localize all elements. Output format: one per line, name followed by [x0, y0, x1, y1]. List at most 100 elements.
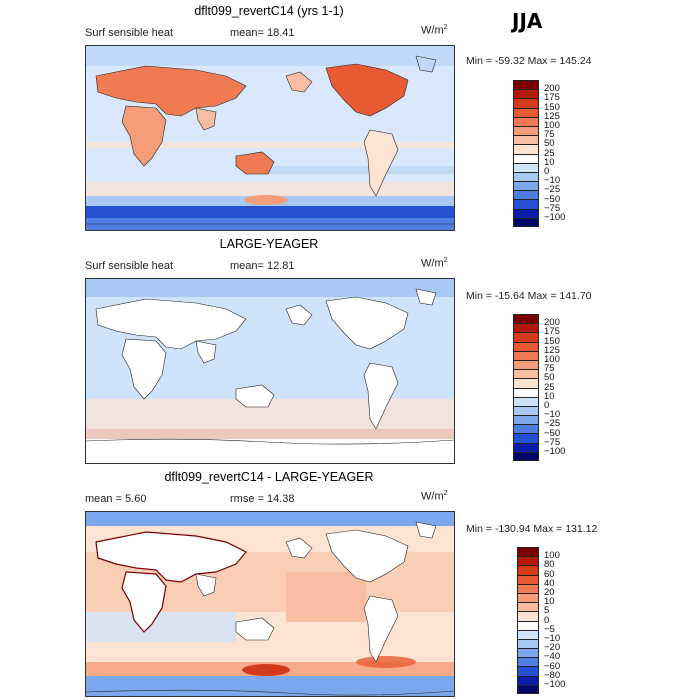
colorbar-tick-label: −60 [544, 660, 561, 672]
panel-2-title: LARGE-YEAGER [219, 237, 319, 251]
colorbar-swatch [513, 208, 539, 218]
colorbar-swatch [513, 405, 539, 416]
colorbar-tick-label: 125 [544, 344, 560, 356]
colorbar-swatch [513, 217, 539, 227]
panel-1-variable: Surf sensible heat [85, 27, 174, 39]
colorbar-swatch [513, 181, 539, 191]
colorbar-swatch [517, 592, 539, 603]
panel-1-colorbar [513, 80, 539, 227]
colorbar-tick-label: 75 [544, 363, 555, 375]
panel-2-map [85, 278, 455, 464]
panel-1-colorbar-labels: 200 175 150 125 100 75 50 25 10 0 −10 −25 −50 −75 −100 [544, 80, 584, 224]
colorbar-swatch [513, 424, 539, 434]
colorbar-swatch [517, 556, 539, 566]
panel-2-colorbar [513, 314, 539, 461]
colorbar-tick-label: 150 [544, 101, 560, 113]
colorbar-swatch [513, 153, 539, 163]
panel-1-minmax: Min = -59.32 Max = 145.24 [466, 55, 592, 67]
colorbar-tick-label: 150 [544, 335, 560, 347]
colorbar-tick-label: 200 [544, 83, 560, 95]
colorbar-swatch [517, 666, 539, 676]
colorbar-tick-label: −100 [544, 212, 566, 223]
colorbar-tick-label: 25 [544, 147, 555, 159]
colorbar-tick-label: 100 [544, 120, 560, 131]
panel-3-map [85, 511, 455, 697]
colorbar-tick-label: −50 [544, 427, 561, 439]
colorbar-tick-label: 60 [544, 568, 555, 580]
colorbar-swatch [513, 144, 539, 154]
colorbar-tick-label: 175 [544, 92, 560, 104]
colorbar-swatch [513, 80, 539, 90]
colorbar-tick-label: 200 [544, 317, 560, 329]
colorbar-tick-label: 5 [544, 605, 550, 617]
colorbar-swatch [513, 369, 539, 379]
colorbar-tick-label: 50 [544, 138, 555, 150]
colorbar-swatch [513, 162, 539, 172]
colorbar-tick-label: 75 [544, 129, 555, 141]
colorbar-swatch [517, 574, 539, 584]
colorbar-swatch [517, 648, 539, 658]
colorbar-tick-label: −80 [544, 669, 561, 681]
colorbar-swatch [513, 378, 539, 388]
colorbar-swatch [513, 89, 539, 99]
panel-2-map-svg [86, 279, 454, 463]
panel-2-minmax: Min = -15.64 Max = 141.70 [466, 290, 592, 302]
colorbar-tick-label: −75 [544, 202, 561, 214]
colorbar-swatch [513, 415, 539, 425]
panel-1-map-svg [86, 46, 454, 230]
colorbar-swatch [513, 387, 539, 397]
colorbar-swatch [517, 684, 539, 694]
colorbar-tick-label: 0 [544, 400, 550, 411]
colorbar-tick-label: −25 [544, 418, 561, 430]
colorbar-swatch [517, 565, 539, 575]
colorbar-swatch [517, 547, 539, 557]
colorbar-swatch [513, 350, 539, 360]
colorbar-tick-label: 40 [544, 577, 555, 589]
colorbar-tick-label: −5 [544, 623, 555, 635]
colorbar-swatch [517, 620, 539, 630]
colorbar-swatch [513, 451, 539, 461]
colorbar-tick-label: 10 [544, 390, 555, 402]
colorbar-tick-label: 0 [544, 614, 550, 626]
colorbar-swatch [513, 442, 539, 452]
colorbar-tick-label: 10 [544, 156, 555, 168]
colorbar-tick-label: −20 [544, 642, 561, 654]
colorbar-swatch [513, 359, 539, 370]
colorbar-swatch [513, 396, 539, 406]
colorbar-swatch [513, 135, 539, 145]
colorbar-swatch [517, 657, 539, 667]
colorbar-swatch [513, 116, 539, 126]
colorbar-swatch [513, 433, 539, 443]
panel-2-mean: mean= 12.81 [230, 260, 295, 272]
colorbar-tick-label: −40 [544, 651, 561, 663]
colorbar-swatch [513, 107, 539, 117]
colorbar-tick-label: 80 [544, 559, 555, 571]
colorbar-swatch [517, 602, 539, 612]
colorbar-tick-label: 125 [544, 110, 560, 122]
panel-1-map [85, 45, 455, 231]
panel-3-colorbar-labels: 100 80 60 40 20 10 5 0 −5 −10 −20 −40 −60 −80 −100 [544, 547, 584, 691]
panel-3-mean: mean = 5.60 [85, 493, 147, 505]
colorbar-tick-label: 50 [544, 372, 555, 384]
panel-1-mean: mean= 18.41 [230, 27, 295, 39]
colorbar-tick-label: −25 [544, 184, 561, 196]
colorbar-tick-label: −10 [544, 633, 561, 644]
panel-3-colorbar [517, 547, 539, 694]
panel-2-colorbar-labels: 200 175 150 125 100 75 50 25 10 0 −10 −25 −50 −75 −100 [544, 314, 584, 458]
colorbar-swatch [513, 199, 539, 209]
panel-3-minmax: Min = -130.94 Max = 131.12 [466, 523, 598, 535]
colorbar-tick-label: −100 [544, 679, 566, 690]
season-label: JJA [512, 9, 543, 33]
colorbar-tick-label: −10 [544, 409, 561, 421]
colorbar-tick-label: 25 [544, 381, 555, 393]
colorbar-swatch [517, 675, 539, 685]
colorbar-tick-label: 20 [544, 587, 555, 598]
colorbar-tick-label: −10 [544, 175, 561, 187]
colorbar-tick-label: 100 [544, 354, 560, 365]
colorbar-swatch [513, 332, 539, 342]
colorbar-swatch [517, 611, 539, 621]
colorbar-tick-label: 100 [544, 550, 560, 562]
colorbar-tick-label: 10 [544, 596, 555, 608]
colorbar-tick-label: 0 [544, 166, 550, 177]
panel-2-variable: Surf sensible heat [85, 260, 174, 272]
